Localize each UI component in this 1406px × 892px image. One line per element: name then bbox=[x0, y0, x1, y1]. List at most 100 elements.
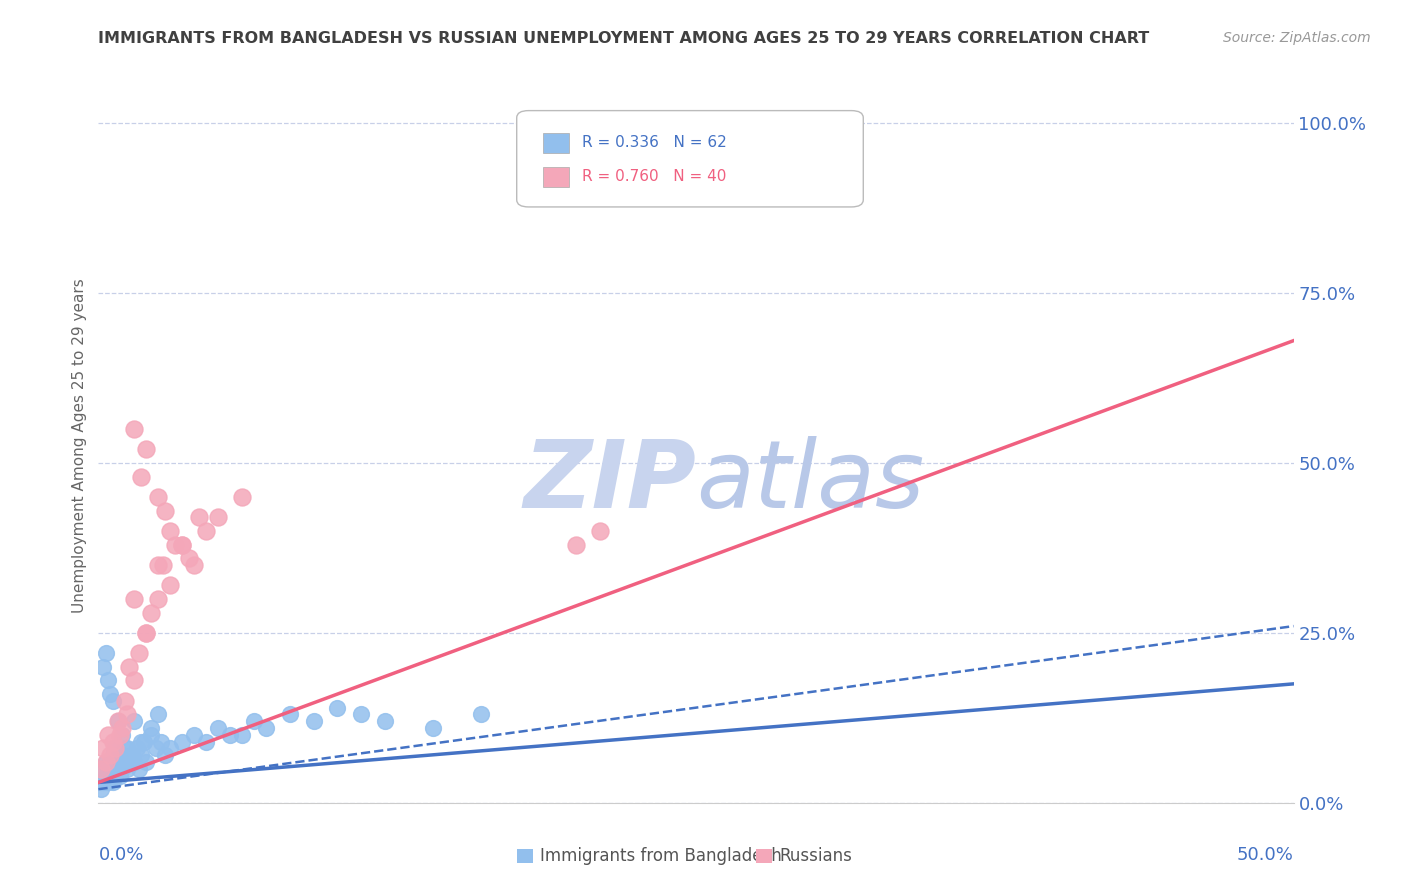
Point bbox=[94, 755, 117, 769]
Point bbox=[98, 687, 122, 701]
Point bbox=[101, 734, 124, 748]
Point bbox=[91, 741, 114, 756]
Text: 0.0%: 0.0% bbox=[98, 846, 143, 863]
Point bbox=[107, 762, 129, 776]
Text: R = 0.336   N = 62: R = 0.336 N = 62 bbox=[582, 136, 727, 150]
Point bbox=[115, 707, 138, 722]
Point bbox=[422, 721, 444, 735]
Bar bbox=[543, 167, 569, 187]
Point bbox=[107, 714, 129, 729]
Y-axis label: Unemployment Among Ages 25 to 29 years: Unemployment Among Ages 25 to 29 years bbox=[72, 278, 87, 614]
Text: R = 0.760   N = 40: R = 0.760 N = 40 bbox=[582, 169, 727, 184]
Point bbox=[124, 422, 146, 436]
Text: Source: ZipAtlas.com: Source: ZipAtlas.com bbox=[1223, 31, 1371, 45]
Point bbox=[94, 646, 117, 660]
Point bbox=[194, 734, 218, 748]
Point bbox=[194, 524, 218, 538]
Point bbox=[128, 646, 150, 660]
Point bbox=[183, 728, 205, 742]
Point bbox=[107, 748, 129, 763]
Text: 50.0%: 50.0% bbox=[1237, 846, 1294, 863]
Point bbox=[90, 782, 112, 797]
Point bbox=[589, 524, 612, 538]
Point bbox=[149, 734, 172, 748]
Point bbox=[132, 734, 155, 748]
Point bbox=[101, 694, 124, 708]
Point bbox=[98, 755, 122, 769]
Point bbox=[125, 741, 148, 756]
Point bbox=[326, 700, 349, 714]
Point bbox=[91, 660, 114, 674]
Point bbox=[148, 490, 170, 504]
Point bbox=[172, 734, 194, 748]
Point bbox=[91, 762, 114, 776]
Point bbox=[107, 714, 129, 729]
Point bbox=[374, 714, 396, 729]
Point bbox=[302, 714, 325, 729]
Point bbox=[131, 469, 153, 483]
Point bbox=[155, 503, 177, 517]
Point bbox=[114, 741, 136, 756]
Point bbox=[124, 673, 146, 688]
Point bbox=[135, 755, 157, 769]
Point bbox=[139, 606, 162, 620]
Text: Russians: Russians bbox=[779, 847, 852, 865]
Point bbox=[159, 741, 181, 756]
Text: ZIP: ZIP bbox=[523, 435, 696, 528]
Text: IMMIGRANTS FROM BANGLADESH VS RUSSIAN UNEMPLOYMENT AMONG AGES 25 TO 29 YEARS COR: IMMIGRANTS FROM BANGLADESH VS RUSSIAN UN… bbox=[98, 31, 1150, 46]
Bar bbox=[543, 134, 569, 153]
Point bbox=[155, 748, 177, 763]
Point bbox=[278, 707, 301, 722]
Point bbox=[91, 775, 114, 789]
Point bbox=[207, 721, 229, 735]
Point bbox=[97, 775, 120, 789]
Point bbox=[115, 762, 138, 776]
Point bbox=[98, 748, 122, 763]
Point bbox=[111, 721, 134, 735]
Point bbox=[565, 537, 588, 551]
Point bbox=[101, 748, 124, 763]
Point bbox=[97, 728, 120, 742]
Point bbox=[114, 755, 136, 769]
Point bbox=[243, 714, 266, 729]
Point bbox=[121, 748, 143, 763]
Point bbox=[231, 728, 253, 742]
Point bbox=[104, 741, 127, 756]
Point bbox=[179, 551, 201, 566]
Point bbox=[172, 537, 194, 551]
Point bbox=[163, 537, 186, 551]
Point bbox=[111, 748, 134, 763]
Point bbox=[145, 741, 167, 756]
Point bbox=[470, 707, 492, 722]
Point bbox=[159, 578, 181, 592]
Point bbox=[231, 490, 253, 504]
Point bbox=[124, 591, 146, 606]
Point bbox=[131, 734, 153, 748]
Point bbox=[172, 537, 194, 551]
Point bbox=[148, 558, 170, 572]
Point bbox=[135, 626, 157, 640]
Point bbox=[187, 510, 209, 524]
Point bbox=[183, 558, 205, 572]
Point bbox=[90, 762, 112, 776]
Point bbox=[139, 728, 162, 742]
Point bbox=[118, 660, 141, 674]
Point bbox=[131, 748, 153, 763]
Point bbox=[207, 510, 229, 524]
Point bbox=[97, 673, 120, 688]
Point bbox=[94, 769, 117, 783]
Point bbox=[135, 626, 157, 640]
Point bbox=[152, 558, 174, 572]
Point bbox=[98, 769, 122, 783]
Point bbox=[254, 721, 277, 735]
Point bbox=[350, 707, 373, 722]
Text: atlas: atlas bbox=[696, 436, 924, 527]
Point bbox=[148, 707, 170, 722]
Point bbox=[108, 769, 131, 783]
Point bbox=[104, 741, 127, 756]
Point bbox=[124, 755, 146, 769]
Point bbox=[108, 755, 131, 769]
Point bbox=[139, 721, 162, 735]
Point bbox=[114, 694, 136, 708]
Point bbox=[135, 442, 157, 457]
